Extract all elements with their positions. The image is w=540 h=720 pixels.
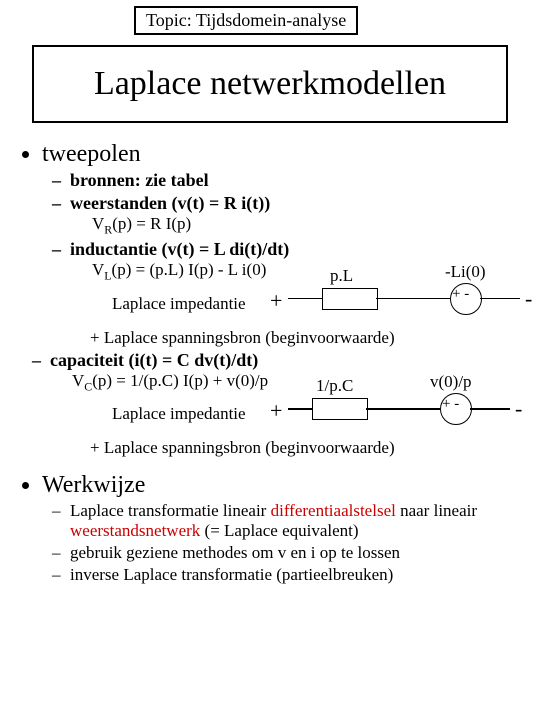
werkwijze-item-2: gebruik geziene methodes om v en i op te… [52, 543, 526, 563]
minus-terminal-icon: - [525, 286, 532, 312]
spanningsbron-note: + Laplace spanningsbron (beginvoorwaarde… [90, 438, 526, 458]
item-inductantie: inductantie (v(t) = L di(t)/dt) VL(p) = … [52, 239, 526, 347]
plus-terminal-icon: + [270, 288, 282, 314]
werkwijze-item-1: Laplace transformatie lineair differenti… [52, 501, 526, 541]
wire [288, 298, 322, 300]
impedance-box [312, 398, 368, 420]
tweepolen-sublist: bronnen: zie tabel weerstanden (v(t) = R… [52, 170, 526, 458]
werkwijze-sublist: Laplace transformatie lineair differenti… [52, 501, 526, 585]
capaciteit-circuit: + 1/p.C + - v(0)/p - Laplace impedantie [50, 376, 526, 438]
page: Topic: Tijdsdomein-analyse Laplace netwe… [0, 0, 540, 605]
title-box: Laplace netwerkmodellen [32, 45, 508, 123]
main-list: tweepolen bronnen: zie tabel weerstanden… [42, 141, 526, 585]
werkwijze-heading: Werkwijze [42, 472, 145, 498]
section-werkwijze: Werkwijze Laplace transformatie lineair … [42, 472, 526, 585]
impedance-box [322, 288, 378, 310]
section-tweepolen: tweepolen bronnen: zie tabel weerstanden… [42, 141, 526, 458]
inductantie-circuit: + p.L + - -Li(0) - Laplace impedantie [70, 266, 526, 328]
topic-box: Topic: Tijdsdomein-analyse [134, 6, 358, 35]
wire [470, 408, 510, 410]
tweepolen-heading: tweepolen [42, 141, 141, 167]
impedance-label: p.L [330, 266, 353, 286]
wire [480, 298, 520, 300]
page-title: Laplace netwerkmodellen [94, 65, 446, 102]
wire [376, 298, 450, 300]
impedance-label: 1/p.C [316, 376, 353, 396]
wire [366, 408, 440, 410]
wire [288, 408, 312, 410]
item-capaciteit: capaciteit (i(t) = C dv(t)/dt) VC(p) = 1… [32, 350, 526, 458]
laplace-imp-note: Laplace impedantie [112, 404, 246, 424]
weerstanden-formula: VR(p) = R I(p) [92, 214, 526, 237]
spanningsbron-note: + Laplace spanningsbron (beginvoorwaarde… [90, 328, 526, 348]
werkwijze-item-3: inverse Laplace transformatie (partieelb… [52, 565, 526, 585]
minus-terminal-icon: - [515, 396, 522, 422]
item-weerstanden: weerstanden (v(t) = R i(t)) VR(p) = R I(… [52, 193, 526, 237]
source-label: -Li(0) [445, 262, 486, 282]
topic-label: Topic: Tijdsdomein-analyse [146, 10, 346, 30]
source-polarity: + - [452, 286, 469, 303]
plus-terminal-icon: + [270, 398, 282, 424]
source-polarity: + - [442, 396, 459, 413]
source-label: v(0)/p [430, 372, 472, 392]
item-bronnen: bronnen: zie tabel [52, 170, 526, 191]
laplace-imp-note: Laplace impedantie [112, 294, 246, 314]
